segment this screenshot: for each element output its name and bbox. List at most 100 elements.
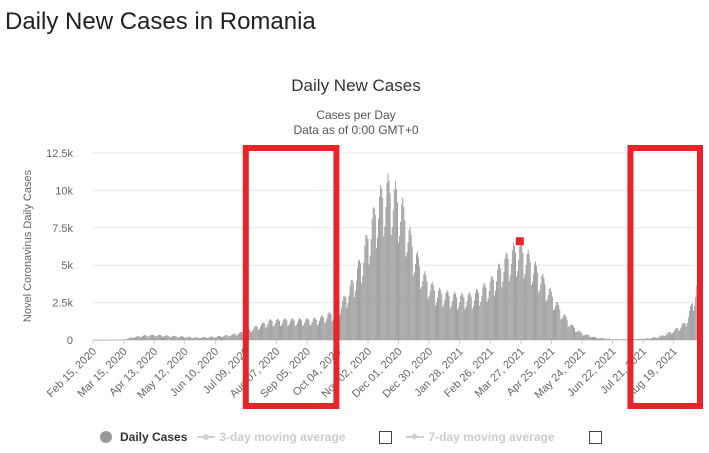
bar (500, 268, 502, 340)
bar (419, 266, 421, 340)
bar (661, 335, 663, 340)
bar (234, 334, 236, 340)
bar (488, 290, 490, 340)
bar (253, 327, 255, 340)
bar (614, 339, 616, 340)
bar (516, 276, 518, 340)
bar (194, 337, 196, 340)
bar (175, 336, 177, 340)
bar (603, 338, 605, 340)
bar (530, 285, 532, 340)
bar (312, 319, 314, 340)
bar (406, 252, 408, 340)
bar (694, 305, 696, 340)
bar (241, 332, 242, 340)
bar (391, 226, 393, 340)
bar (589, 337, 591, 340)
bar (522, 252, 524, 340)
bar (486, 301, 488, 340)
bar (302, 326, 304, 340)
bar (173, 335, 175, 340)
bar (493, 295, 495, 340)
bar (289, 322, 291, 340)
bar (566, 319, 568, 340)
bar (293, 320, 295, 340)
bar (497, 269, 499, 340)
bar (617, 339, 619, 340)
bar (211, 336, 213, 340)
bar (393, 189, 395, 340)
bar (120, 339, 122, 341)
bar (156, 335, 158, 340)
legend-7-day-average[interactable]: 7-day moving average (406, 430, 555, 444)
bar (384, 226, 386, 340)
legend-daily-cases[interactable]: Daily Cases (100, 430, 187, 444)
bar (394, 180, 396, 340)
bar (639, 338, 641, 340)
bar (466, 301, 468, 340)
legend-3-day-average[interactable]: 3-day moving average (197, 430, 345, 444)
bar (434, 305, 436, 340)
bar (166, 335, 168, 340)
bar (112, 339, 114, 341)
bar (255, 325, 257, 340)
bar (137, 336, 139, 340)
bar (664, 335, 666, 340)
legend: Daily Cases 3-day moving average 7-day m… (100, 428, 616, 446)
bar (672, 333, 673, 340)
bar (407, 242, 409, 340)
bar (420, 288, 422, 340)
bar (349, 285, 351, 340)
peak-marker-layer (515, 237, 524, 246)
chart-title: Daily New Cases (291, 76, 420, 95)
bar (492, 279, 494, 340)
bar (121, 339, 123, 341)
y-tick-label: 0 (67, 335, 73, 347)
legend-label: 7-day moving average (428, 430, 555, 444)
bar (177, 337, 179, 340)
bar (458, 307, 460, 340)
bar (283, 319, 285, 340)
checkbox-3-day-average[interactable] (379, 430, 393, 444)
bar (135, 336, 137, 340)
bar (190, 337, 192, 340)
bar (576, 331, 578, 340)
bar (504, 258, 506, 340)
bar (187, 336, 189, 340)
bar (615, 339, 617, 340)
bar (108, 339, 110, 341)
bar (468, 291, 470, 340)
bar (417, 251, 418, 340)
y-axis-ticks: 0 2.5k 5k 7.5k 10k 12.5k (46, 148, 73, 347)
bar (165, 335, 167, 340)
bar (648, 338, 650, 340)
bar (132, 338, 134, 340)
bar (546, 299, 548, 340)
bar (584, 334, 586, 340)
bar (106, 339, 108, 341)
bar (325, 321, 327, 340)
bar (342, 300, 344, 340)
bar (597, 338, 599, 340)
bar (277, 319, 279, 340)
bar (115, 339, 117, 341)
bar (579, 330, 581, 340)
bar (484, 284, 486, 340)
bar (305, 319, 307, 340)
bar (659, 336, 661, 340)
bar (467, 295, 469, 340)
bar (608, 338, 610, 340)
bar (556, 302, 558, 340)
bar (441, 293, 443, 340)
bar (317, 323, 319, 340)
bar (251, 331, 253, 340)
checkbox-7-day-average[interactable] (588, 430, 602, 444)
bar (182, 336, 183, 340)
bar (358, 260, 359, 340)
bar (109, 339, 111, 341)
bar (647, 338, 649, 340)
bar (495, 290, 496, 340)
bar (345, 296, 347, 340)
bar (186, 337, 188, 340)
bar (499, 264, 501, 340)
